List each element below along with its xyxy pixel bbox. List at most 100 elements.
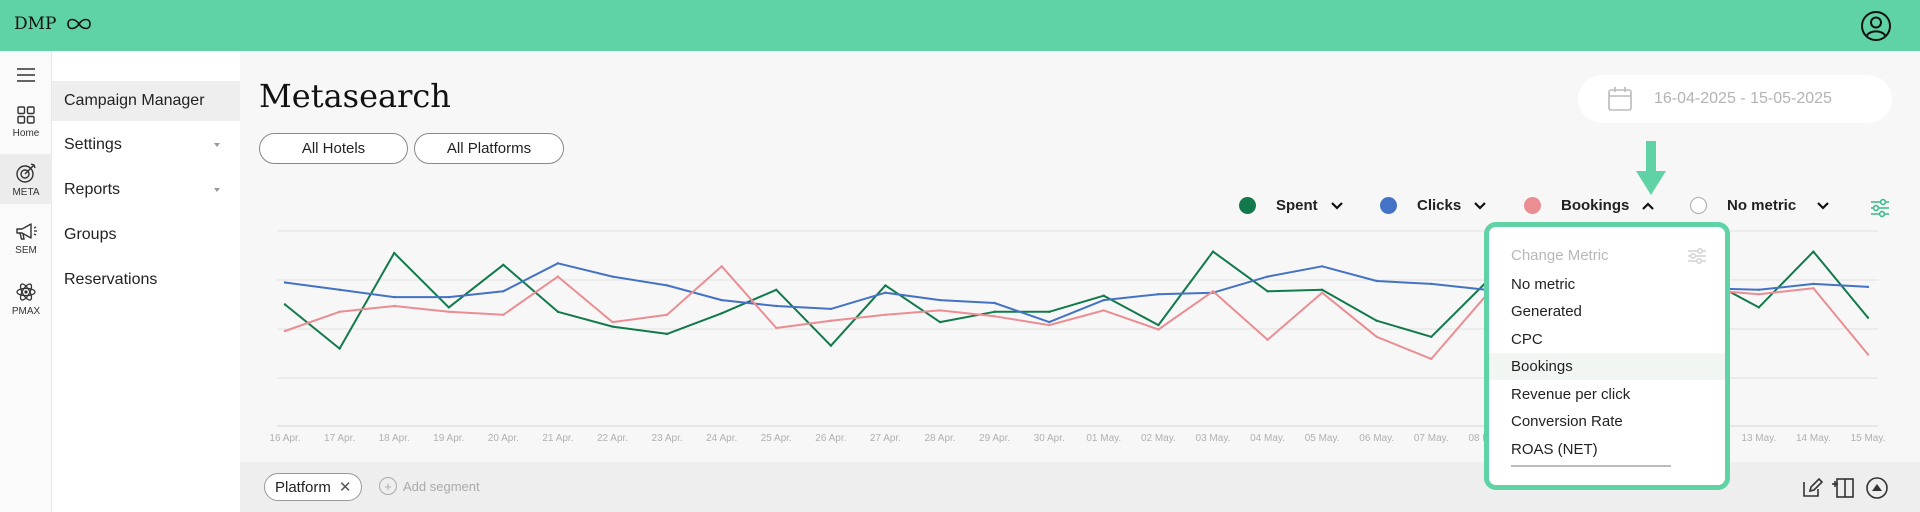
scroll-up-icon[interactable]	[1865, 476, 1889, 500]
chart-settings-icon[interactable]	[1869, 197, 1891, 219]
chevron-down-icon	[1330, 201, 1343, 210]
rail-item-meta[interactable]: META	[0, 154, 52, 204]
x-tick-label: 23 Apr.	[651, 433, 683, 444]
x-tick-label: 25 Apr.	[760, 433, 792, 444]
metric-selector-no-metric[interactable]: No metric	[1690, 197, 1830, 214]
data-point-clicks	[338, 288, 341, 291]
data-point-clicks	[1866, 285, 1870, 289]
app-logo[interactable]: DMP	[14, 14, 94, 34]
x-tick-label: 15 May.	[1850, 433, 1886, 444]
add-segment-label: Add segment	[403, 478, 480, 494]
atom-icon	[16, 283, 36, 301]
x-tick-label: 24 Apr.	[706, 433, 738, 444]
x-tick-label: 02 May.	[1140, 433, 1176, 444]
dropdown-item-bookings[interactable]: Bookings	[1489, 353, 1725, 380]
dropdown-header: Change Metric	[1511, 247, 1609, 264]
data-point-bookings	[829, 319, 833, 322]
x-tick-label: 14 May.	[1795, 433, 1831, 444]
data-point-bookings	[775, 326, 778, 330]
data-point-bookings	[447, 310, 450, 313]
x-tick-label: 27 Apr.	[869, 433, 902, 444]
dropdown-item-no-metric[interactable]: No metric	[1489, 271, 1725, 298]
x-tick-label: 28 Apr.	[924, 433, 956, 444]
nav-item-reports[interactable]: Reports	[52, 170, 240, 210]
data-point-bookings	[993, 315, 996, 318]
metric-dropdown: Change Metric No metric Generated CPC Bo…	[1484, 222, 1730, 490]
data-point-clicks	[393, 295, 396, 299]
metric-selector-bookings[interactable]: Bookings	[1524, 197, 1655, 214]
nav-item-groups[interactable]: Groups	[52, 215, 240, 255]
dropdown-scrollbar[interactable]	[1511, 465, 1671, 467]
dropdown-item-roas-net[interactable]: ROAS (NET)	[1489, 436, 1725, 463]
rail-label-meta: META	[12, 187, 40, 198]
metric-selector-clicks[interactable]: Clicks	[1380, 197, 1487, 214]
nav-item-campaign-manager[interactable]: Campaign Manager	[52, 81, 240, 121]
edit-icon[interactable]	[1800, 476, 1824, 500]
dropdown-item-cpc[interactable]: CPC	[1489, 326, 1725, 353]
rail-item-sem[interactable]: SEM	[0, 220, 52, 264]
nav-label: Reports	[64, 181, 121, 198]
data-point-clicks	[1375, 279, 1378, 283]
dropdown-item-label: No metric	[1511, 276, 1576, 293]
data-point-bookings	[502, 313, 505, 316]
data-point-bookings	[1157, 328, 1160, 331]
add-column-icon[interactable]	[1831, 476, 1855, 500]
data-point-spent	[502, 263, 505, 266]
grid-icon	[17, 106, 35, 124]
data-point-spent	[1430, 335, 1433, 338]
user-circle-icon[interactable]	[1860, 10, 1892, 42]
x-tick-label: 19 Apr.	[433, 433, 465, 444]
data-point-bookings	[393, 304, 396, 308]
rail-item-home[interactable]: Home	[0, 103, 52, 147]
data-point-bookings	[1812, 287, 1815, 290]
nav-item-settings[interactable]: Settings	[52, 125, 240, 165]
date-range-picker[interactable]: 16-04-2025 - 15-05-2025	[1578, 75, 1892, 123]
add-segment-button[interactable]: + Add segment	[379, 477, 480, 495]
top-bar: DMP	[0, 0, 1920, 51]
chevron-down-icon	[1817, 201, 1829, 210]
segment-chip-platform[interactable]: Platform ✕	[264, 473, 363, 501]
filter-all-hotels-button[interactable]: All Hotels	[259, 133, 408, 164]
series-color-dot	[1239, 197, 1256, 214]
megaphone-icon	[16, 223, 37, 240]
dropdown-item-conversion-rate[interactable]: Conversion Rate	[1489, 408, 1725, 435]
date-range-text: 16-04-2025 - 15-05-2025	[1654, 90, 1832, 107]
data-point-spent	[884, 284, 887, 287]
series-color-dot	[1690, 197, 1707, 214]
x-tick-label: 22 Apr.	[596, 433, 629, 444]
data-point-clicks	[884, 291, 887, 294]
x-tick-label: 03 May.	[1195, 433, 1231, 444]
data-point-spent	[283, 303, 287, 306]
data-point-clicks	[1757, 288, 1761, 291]
metric-selector-spent[interactable]: Spent	[1239, 197, 1344, 214]
x-tick-label: 04 May.	[1250, 433, 1285, 444]
data-point-bookings	[1102, 309, 1105, 312]
data-point-clicks	[611, 275, 614, 278]
data-point-bookings	[1320, 291, 1324, 294]
rail-label-sem: SEM	[15, 245, 37, 256]
filter-all-platforms-button[interactable]: All Platforms	[414, 133, 564, 164]
data-point-clicks	[556, 262, 560, 265]
nav-item-reservations[interactable]: Reservations	[52, 260, 240, 300]
data-point-spent	[611, 325, 614, 328]
data-point-spent	[1320, 288, 1324, 291]
nav-label: Settings	[64, 136, 122, 153]
data-point-spent	[993, 310, 996, 313]
data-point-bookings	[1266, 338, 1269, 341]
nav-label: Groups	[64, 226, 117, 243]
menu-icon[interactable]	[16, 68, 36, 82]
segment-chip-label: Platform	[275, 478, 331, 496]
dropdown-item-label: Generated	[1511, 303, 1582, 320]
side-nav: Campaign Manager Settings Reports Groups…	[52, 51, 240, 512]
rail-item-pmax[interactable]: PMAX	[0, 279, 52, 323]
data-point-clicks	[720, 298, 723, 302]
data-point-clicks	[1266, 275, 1269, 278]
data-point-bookings	[1211, 290, 1215, 293]
dropdown-item-revenue-per-click[interactable]: Revenue per click	[1489, 381, 1725, 408]
x-tick-label: 05 May.	[1304, 433, 1340, 444]
dropdown-item-generated[interactable]: Generated	[1489, 298, 1725, 325]
data-point-clicks	[1812, 282, 1815, 286]
close-icon[interactable]: ✕	[338, 478, 352, 496]
data-point-spent	[829, 344, 833, 347]
data-point-bookings	[1757, 293, 1761, 296]
